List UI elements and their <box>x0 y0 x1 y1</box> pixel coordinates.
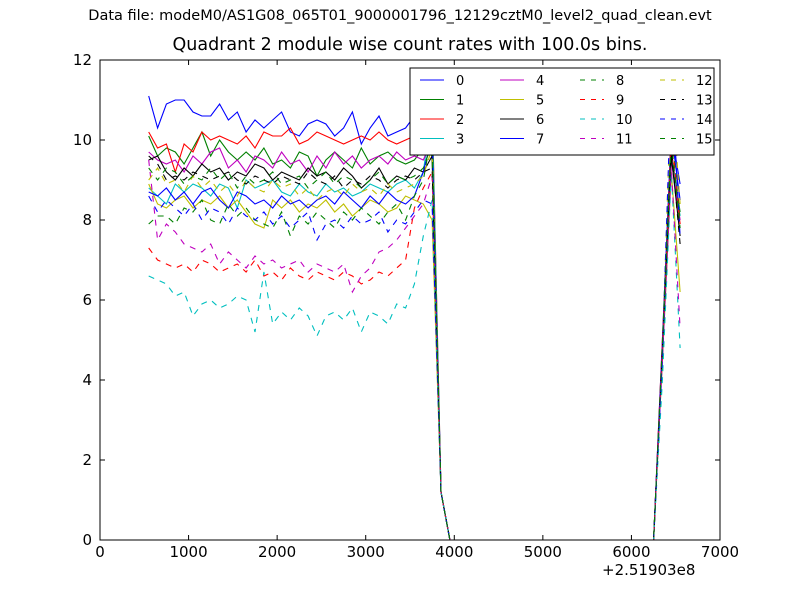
x-tick-label: 5000 <box>524 543 562 561</box>
legend-label-9: 9 <box>616 94 624 109</box>
series-line-10 <box>148 171 681 540</box>
x-tick-label: 0 <box>95 543 105 561</box>
series-line-14 <box>148 75 681 540</box>
legend-label-0: 0 <box>456 74 464 89</box>
y-tick-label: 2 <box>82 451 92 469</box>
series-line-0 <box>148 95 681 540</box>
legend-label-5: 5 <box>536 94 544 109</box>
legend-label-6: 6 <box>536 113 544 128</box>
legend-label-4: 4 <box>536 74 544 89</box>
series-line-11 <box>148 159 681 540</box>
series-line-13 <box>148 147 681 540</box>
legend-label-1: 1 <box>456 94 464 109</box>
x-axis-offset-label: +2.51903e8 <box>602 561 696 579</box>
series-line-6 <box>148 153 681 540</box>
x-tick-label: 6000 <box>612 543 650 561</box>
chart-title: Quadrant 2 module wise count rates with … <box>172 35 648 55</box>
legend-label-14: 14 <box>696 113 713 128</box>
legend-label-2: 2 <box>456 113 464 128</box>
series-line-9 <box>148 131 681 540</box>
series-line-3 <box>148 107 681 540</box>
y-tick-label: 8 <box>82 211 92 229</box>
x-tick-label: 4000 <box>435 543 473 561</box>
x-tick-label: 3000 <box>347 543 385 561</box>
series-line-1 <box>148 130 681 540</box>
x-tick-label: 2000 <box>258 543 296 561</box>
y-tick-label: 6 <box>82 291 92 309</box>
legend-label-11: 11 <box>616 133 633 148</box>
legend-label-10: 10 <box>616 113 633 128</box>
y-tick-label: 4 <box>82 371 92 389</box>
series-line-7 <box>148 131 681 540</box>
legend-label-3: 3 <box>456 133 464 148</box>
legend-label-13: 13 <box>696 94 713 109</box>
legend-label-8: 8 <box>616 74 624 89</box>
legend-label-15: 15 <box>696 133 713 148</box>
y-tick-label: 10 <box>73 131 92 149</box>
figure-suptitle: Data file: modeM0/AS1G08_065T01_90000017… <box>88 8 712 24</box>
y-tick-label: 12 <box>73 51 92 69</box>
series-line-15 <box>148 139 681 540</box>
x-tick-label: 7000 <box>701 543 739 561</box>
series-line-5 <box>148 171 681 540</box>
series-line-2 <box>148 99 681 540</box>
y-tick-label: 0 <box>82 531 92 549</box>
series-line-8 <box>148 127 681 540</box>
legend-box <box>409 67 715 156</box>
series-group <box>148 75 681 540</box>
legend-label-12: 12 <box>696 74 713 89</box>
legend-label-7: 7 <box>536 133 544 148</box>
x-tick-label: 1000 <box>169 543 207 561</box>
